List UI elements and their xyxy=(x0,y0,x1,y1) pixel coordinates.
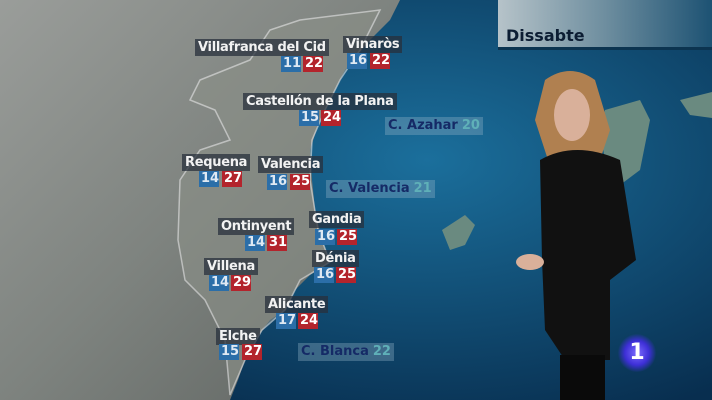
sea-name: C. Blanca xyxy=(301,344,369,359)
sea-name: C. Azahar xyxy=(388,118,458,133)
min-temp: 14 xyxy=(209,275,230,291)
max-temp: 25 xyxy=(337,229,358,245)
island-menorca xyxy=(680,92,712,118)
min-temp: 11 xyxy=(281,56,302,72)
max-temp: 27 xyxy=(222,171,243,187)
min-temp: 16 xyxy=(315,229,336,245)
city-label: Ontinyent xyxy=(218,218,295,235)
max-temp: 27 xyxy=(242,344,263,360)
max-temp: 24 xyxy=(321,110,342,126)
min-temp: 15 xyxy=(299,110,320,126)
min-temp: 16 xyxy=(267,174,288,190)
day-header: Dissabte xyxy=(498,0,712,50)
city-label: Elche xyxy=(216,328,260,345)
min-temp: 17 xyxy=(276,313,297,329)
island-ibiza xyxy=(442,215,475,250)
channel-logo: 1 xyxy=(618,334,656,372)
max-temp: 25 xyxy=(290,174,311,190)
sea-temp: 20 xyxy=(461,118,480,133)
sea-temp-label: C. Blanca 22 xyxy=(298,343,394,361)
min-temp: 16 xyxy=(347,53,368,69)
city-label: Vinaròs xyxy=(343,36,403,53)
max-temp: 22 xyxy=(370,53,391,69)
max-temp: 25 xyxy=(336,267,357,283)
min-temp: 16 xyxy=(314,267,335,283)
max-temp: 24 xyxy=(298,313,319,329)
city-label: Villena xyxy=(204,258,258,275)
comunitat-valenciana xyxy=(177,9,382,396)
day-label: Dissabte xyxy=(506,26,585,45)
max-temp: 31 xyxy=(267,235,288,251)
presenter xyxy=(516,71,636,400)
city-label: Castellón de la Plana xyxy=(243,93,397,110)
sea-temp-label: C. Azahar 20 xyxy=(385,117,483,135)
min-temp: 14 xyxy=(199,171,220,187)
max-temp: 29 xyxy=(231,275,252,291)
city-label: Dénia xyxy=(312,250,359,267)
min-temp: 14 xyxy=(245,235,266,251)
sea-temp: 21 xyxy=(413,181,432,196)
sea-temp: 22 xyxy=(372,344,391,359)
city-label: Villafranca del Cid xyxy=(195,39,329,56)
max-temp: 22 xyxy=(303,56,324,72)
city-label: Requena xyxy=(182,154,251,171)
city-label: Gandia xyxy=(309,211,365,228)
sea-temp-label: C. Valencia 21 xyxy=(326,180,435,198)
city-label: Alicante xyxy=(265,296,329,313)
city-label: Valencia xyxy=(258,156,324,173)
min-temp: 15 xyxy=(219,344,240,360)
sea-name: C. Valencia xyxy=(329,181,410,196)
